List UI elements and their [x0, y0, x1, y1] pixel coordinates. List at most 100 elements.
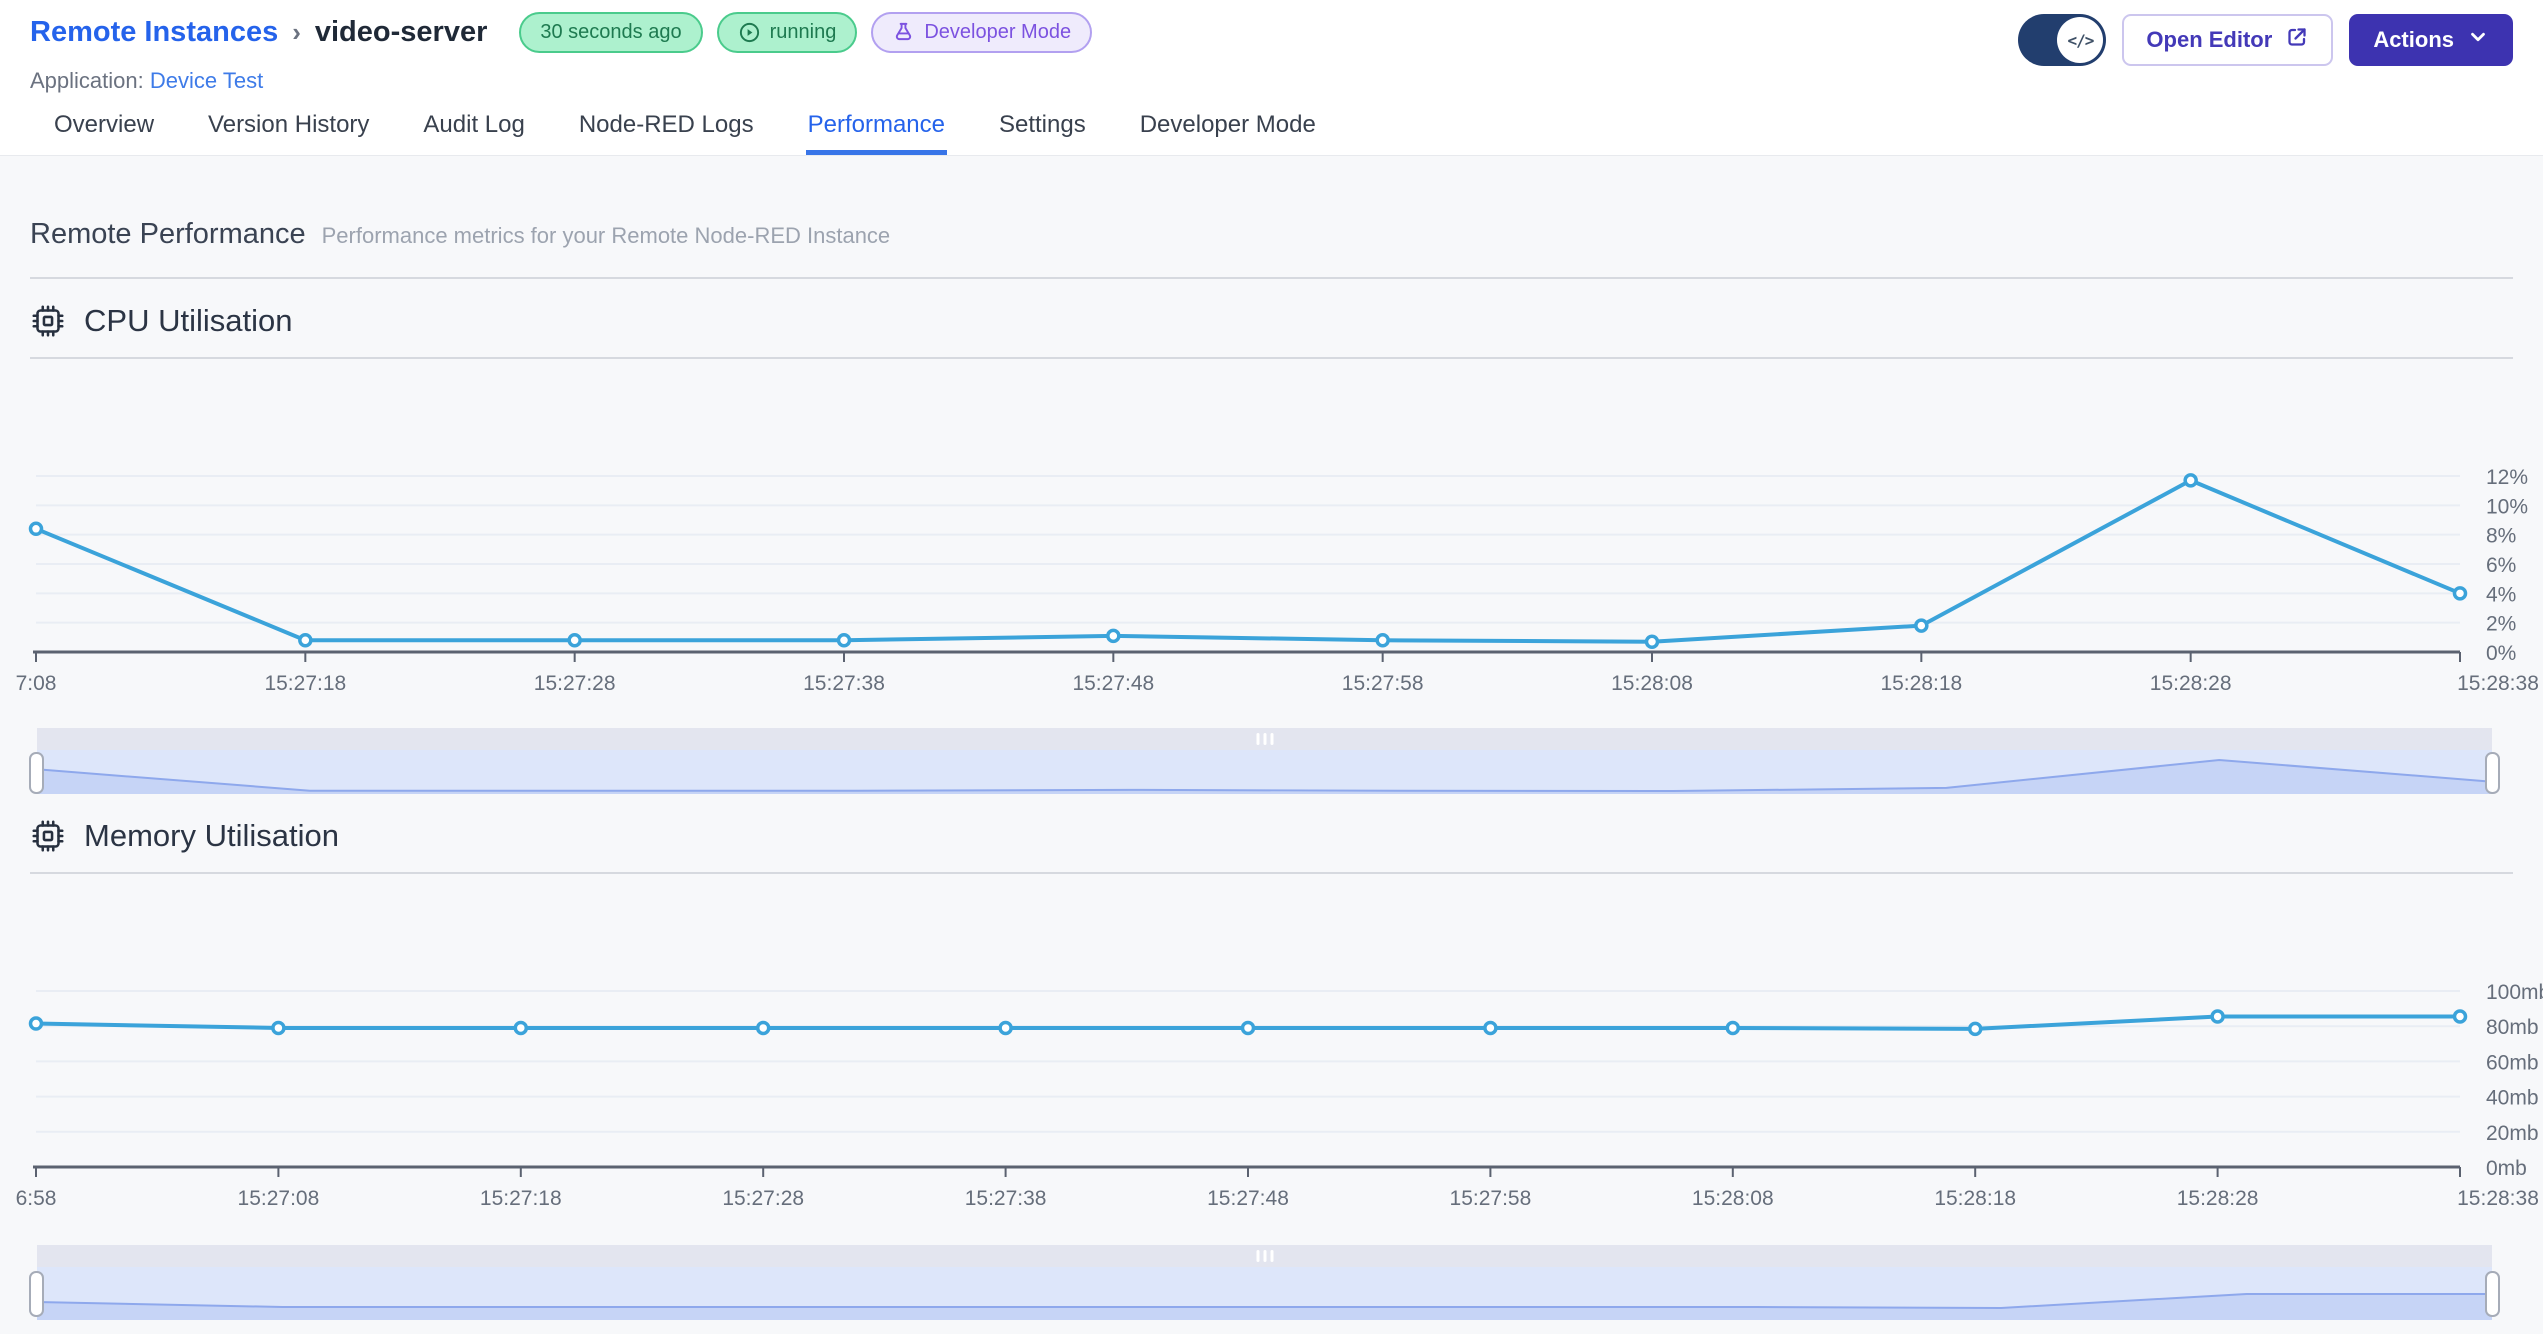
memory-icon	[30, 818, 66, 854]
header-actions: </> Open Editor Actions	[2018, 12, 2513, 66]
y-axis-labels: 0% 2% 4% 6% 8% 10% 12%	[2486, 466, 2528, 665]
x-tick-label: 15:27:48	[1207, 1187, 1289, 1210]
x-tick-label: 15:27:28	[534, 672, 616, 695]
open-editor-button[interactable]: Open Editor	[2122, 14, 2334, 66]
data-point	[1483, 1020, 1498, 1036]
actions-button[interactable]: Actions	[2349, 14, 2513, 66]
x-axis	[33, 650, 2461, 662]
data-point	[28, 1016, 44, 1031]
data-point	[271, 1020, 286, 1036]
x-tick-label: 15:28:08	[1692, 1187, 1774, 1210]
tab-audit-log[interactable]: Audit Log	[423, 110, 525, 138]
application-row: Application: Device Test	[30, 68, 1092, 94]
cpu-section: CPU Utilisation 0% 2% 4% 6% 8% 10% 12% 7:08 15:2…	[0, 303, 2543, 794]
cpu-section-label: CPU Utilisation	[84, 303, 293, 338]
data-point	[567, 633, 582, 648]
tabs: Overview Version History Audit Log Node-RED…	[0, 94, 2543, 156]
cpu-section-title: CPU Utilisation	[30, 303, 2513, 339]
developer-mode-badge: Developer Mode	[871, 12, 1093, 53]
page-title: Remote Performance	[30, 218, 306, 250]
data-point	[2210, 1009, 2225, 1024]
x-tick-label: 15:28:38	[2457, 1187, 2539, 1210]
header-left: Remote Instances › video-server 30 secon…	[30, 12, 1093, 94]
data-point	[1914, 618, 1929, 633]
instance-name: video-server	[314, 16, 488, 48]
tab-developer-mode[interactable]: Developer Mode	[1139, 110, 1316, 138]
tab-performance[interactable]: Performance	[805, 94, 947, 155]
data-point	[1725, 1020, 1741, 1036]
memory-brush-right-handle[interactable]	[2485, 1271, 2500, 1317]
x-tick-label: 15:28:38	[2457, 672, 2539, 695]
drag-grip-icon[interactable]	[1256, 1250, 1273, 1262]
minimap-line	[37, 1293, 2492, 1310]
cpu-brush-right-handle[interactable]	[2485, 752, 2500, 794]
x-tick-label: 15:27:38	[965, 1187, 1047, 1210]
y-tick-label: 60mb	[2486, 1051, 2539, 1074]
x-tick-label: 7:08	[16, 672, 57, 695]
memory-section: Memory Utilisation 0mb 20mb 40mb 60mb 80mb 10…	[0, 818, 2543, 1320]
x-tick-label: 15:27:18	[480, 1187, 562, 1210]
application-link[interactable]: Device Test	[149, 68, 264, 93]
tab-settings[interactable]: Settings	[998, 110, 1086, 138]
tab-node-red-logs[interactable]: Node-RED Logs	[578, 110, 754, 138]
code-editor-toggle[interactable]: </>	[2018, 14, 2107, 66]
x-tick-label: 15:27:08	[238, 1187, 320, 1210]
data-point	[1644, 634, 1660, 649]
x-tick-label: 15:27:48	[1072, 672, 1154, 695]
y-tick-label: 10%	[2486, 495, 2528, 518]
series-line	[34, 478, 2462, 644]
x-tick-label: 15:28:28	[2150, 672, 2232, 695]
cpu-chart-zoom-brush[interactable]	[29, 728, 2500, 794]
data-point	[1967, 1021, 1983, 1037]
memory-brush-left-handle[interactable]	[29, 1271, 44, 1317]
gridlines	[36, 475, 2460, 624]
data-point-markers	[28, 1009, 2468, 1037]
cpu-brush-track	[37, 728, 2492, 750]
y-tick-label: 100mb	[2486, 981, 2543, 1004]
x-tick-label: 15:27:28	[722, 1187, 804, 1210]
actions-label: Actions	[2373, 27, 2454, 52]
chevron-down-icon	[2467, 26, 2489, 54]
x-tick-label: 15:27:58	[1342, 672, 1424, 695]
cpu-brush-left-handle[interactable]	[29, 752, 44, 794]
y-tick-label: 6%	[2486, 554, 2516, 577]
memory-brush-track	[37, 1245, 2492, 1267]
y-tick-label: 20mb	[2486, 1122, 2539, 1145]
minimap-line	[37, 758, 2492, 793]
cpu-brush-minimap	[37, 750, 2492, 794]
open-editor-label: Open Editor	[2146, 27, 2273, 52]
y-tick-label: 0%	[2486, 642, 2516, 665]
memory-section-label: Memory Utilisation	[84, 818, 339, 853]
y-tick-label: 12%	[2486, 466, 2528, 489]
drag-grip-icon[interactable]	[1256, 733, 1273, 745]
divider	[30, 277, 2513, 279]
x-axis-labels: 6:58 15:27:08 15:27:18 15:27:28 15:27:38 15:2…	[16, 1187, 2539, 1210]
tab-version-history[interactable]: Version History	[208, 110, 370, 138]
content: Remote Performance Performance metrics f…	[0, 156, 2543, 1320]
breadcrumb: Remote Instances › video-server 30 secon…	[30, 12, 1093, 53]
x-axis-labels: 7:08 15:27:18 15:27:28 15:27:38 15:27:48 15:2…	[16, 672, 2539, 695]
x-tick-label: 6:58	[16, 1187, 57, 1210]
breadcrumb-remote-instances[interactable]: Remote Instances	[30, 16, 279, 48]
header: Remote Instances › video-server 30 secon…	[0, 0, 2543, 94]
data-point	[1240, 1020, 1256, 1036]
breadcrumb-separator: ›	[292, 17, 301, 47]
tab-overview[interactable]: Overview	[54, 110, 155, 138]
flask-icon	[892, 21, 915, 44]
developer-mode-text: Developer Mode	[924, 21, 1072, 43]
x-tick-label: 15:28:18	[1880, 672, 1962, 695]
y-tick-label: 8%	[2486, 525, 2516, 548]
y-axis-labels: 0mb 20mb 40mb 60mb 80mb 100mb	[2486, 981, 2543, 1180]
page-subtitle: Performance metrics for your Remote Node…	[321, 223, 891, 248]
play-circle-icon	[738, 21, 761, 44]
running-badge: running	[716, 12, 858, 53]
application-label: Application:	[30, 68, 144, 93]
data-point-markers	[28, 473, 2468, 649]
x-tick-label: 15:27:38	[803, 672, 885, 695]
data-point	[2183, 473, 2198, 488]
memory-chart-zoom-brush[interactable]	[29, 1245, 2500, 1320]
x-tick-label: 15:28:18	[1934, 1187, 2016, 1210]
memory-minimap-chart	[37, 1293, 2492, 1320]
data-point	[28, 521, 44, 537]
